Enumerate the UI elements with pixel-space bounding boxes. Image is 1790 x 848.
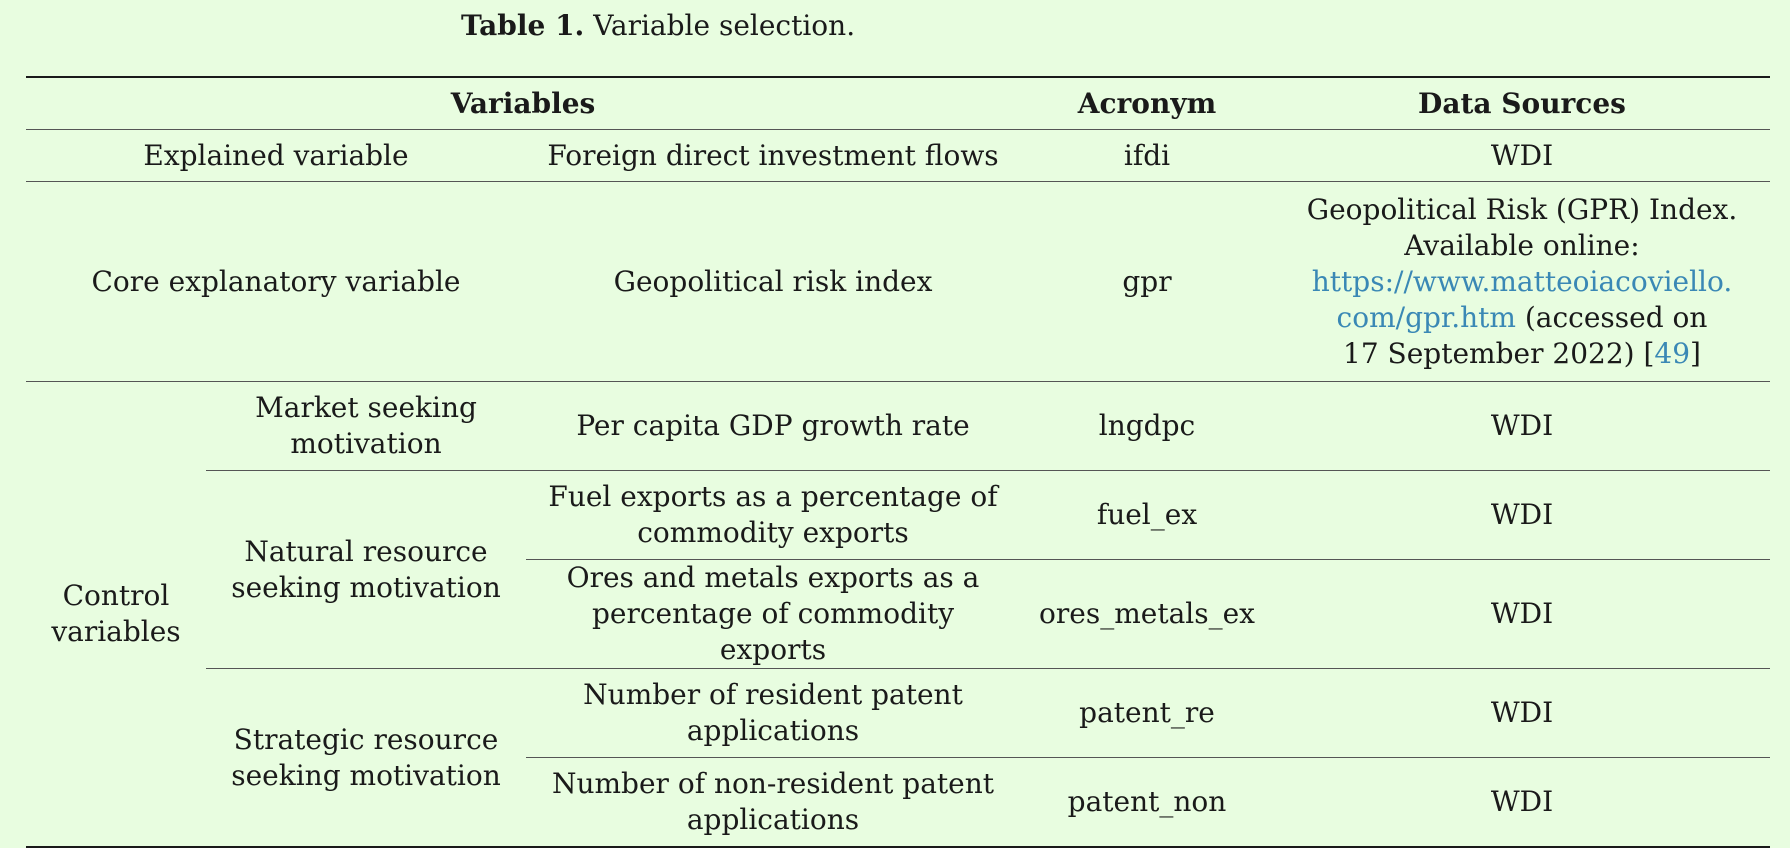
- table-row: Number of non-resident patent applicatio…: [26, 757, 1770, 848]
- header-acronym: Acronym: [1020, 77, 1274, 130]
- natural-motivation: Natural resource seeking motivation: [206, 470, 526, 669]
- row-source: Geopolitical Risk (GPR) Index. Available…: [1274, 181, 1770, 382]
- source-bracket: ]: [1690, 336, 1701, 370]
- source-accessed: (accessed on: [1515, 300, 1708, 334]
- row-variable: Geopolitical risk index: [526, 181, 1020, 382]
- table-row: Control variables Market seeking motivat…: [26, 381, 1770, 848]
- row-source: WDI: [1274, 470, 1770, 560]
- market-motivation: Market seeking motivation: [206, 381, 526, 471]
- header-data-sources: Data Sources: [1274, 77, 1770, 130]
- row-acronym: ifdi: [1123, 138, 1171, 172]
- row-acronym: patent_re: [1020, 668, 1274, 758]
- caption-label: Table 1.: [461, 9, 585, 42]
- source-line: Geopolitical Risk (GPR) Index.: [1306, 192, 1738, 226]
- source-line: Available online:: [1404, 228, 1640, 262]
- row-variable: Per capita GDP growth rate: [526, 381, 1020, 471]
- table-caption: Table 1. Variable selection.: [461, 8, 855, 44]
- row-variable: Number of resident patent applications: [526, 668, 1020, 758]
- table-header-row: Variables Acronym Data Sources: [26, 77, 1770, 130]
- gpr-link-continued[interactable]: com/gpr.htm: [1336, 300, 1516, 334]
- row-acronym: fuel_ex: [1020, 470, 1274, 560]
- table-row: Strategic resource seeking motivation Nu…: [26, 668, 1770, 848]
- row-group: Explained variable: [143, 138, 409, 172]
- reference-link[interactable]: 49: [1654, 336, 1691, 370]
- row-source: WDI: [1274, 668, 1770, 758]
- table-row: Core explanatory variable Geopolitical r…: [26, 181, 1770, 382]
- row-variable: Foreign direct investment flows: [547, 138, 999, 172]
- row-source: WDI: [1274, 381, 1770, 471]
- row-acronym: ores_metals_ex: [1020, 559, 1274, 669]
- source-date: 17 September 2022) [: [1343, 336, 1655, 370]
- header-variables: Variables: [26, 77, 1020, 130]
- row-acronym: patent_non: [1020, 757, 1274, 848]
- row-acronym: gpr: [1020, 181, 1274, 382]
- row-group: Core explanatory variable: [26, 181, 526, 382]
- row-variable: Number of non-resident patent applicatio…: [526, 757, 1020, 848]
- gpr-link[interactable]: https://www.matteoiacoviello.: [1311, 264, 1733, 298]
- row-source: WDI: [1274, 559, 1770, 669]
- control-variables-label: Control variables: [26, 381, 206, 848]
- table-row: Natural resource seeking motivation Fuel…: [26, 470, 1770, 669]
- table-row: Explained variable Foreign direct invest…: [26, 130, 1770, 182]
- table-row: Ores and metals exports as a percentage …: [26, 559, 1770, 669]
- row-variable: Ores and metals exports as a percentage …: [526, 559, 1020, 669]
- variable-table: Variables Acronym Data Sources Explained…: [26, 76, 1770, 848]
- strategic-motivation: Strategic resource seeking motivation: [206, 668, 526, 848]
- row-source: WDI: [1490, 138, 1554, 172]
- row-acronym: lngdpc: [1020, 381, 1274, 471]
- row-variable: Fuel exports as a percentage of commodit…: [526, 470, 1020, 560]
- row-source: WDI: [1274, 757, 1770, 848]
- caption-text: Variable selection.: [593, 9, 856, 42]
